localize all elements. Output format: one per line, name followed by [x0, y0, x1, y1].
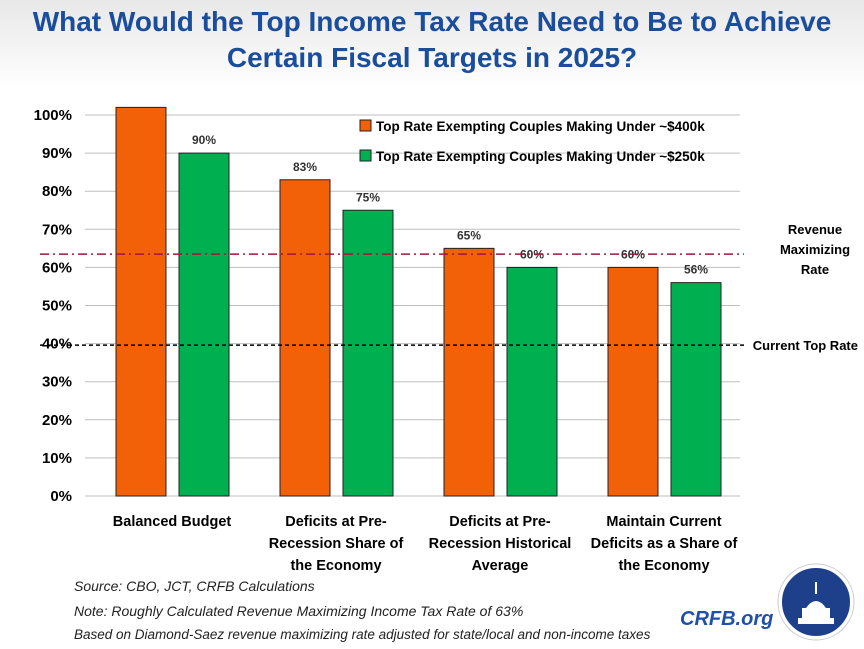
- y-tick-label: 70%: [42, 221, 72, 238]
- chart-title: What Would the Top Income Tax Rate Need …: [32, 6, 832, 73]
- rate-note: Note: Roughly Calculated Revenue Maximiz…: [74, 603, 524, 619]
- method-note: Based on Diamond-Saez revenue maximizing…: [74, 627, 651, 642]
- data-label: 56%: [684, 263, 708, 277]
- y-tick-label: 10%: [42, 450, 72, 467]
- bar: [115, 106, 167, 497]
- y-tick-label: 50%: [42, 298, 72, 315]
- legend-swatch: [359, 119, 372, 132]
- y-tick-label: 100%: [34, 107, 72, 124]
- bar: [279, 179, 331, 497]
- x-tick-label: Deficits at Pre-: [285, 514, 387, 530]
- x-tick-label: Recession Share of: [269, 536, 404, 552]
- reference-line-label: Revenue: [788, 222, 842, 237]
- y-tick-label: 80%: [42, 183, 72, 200]
- data-label: 60%: [520, 247, 544, 261]
- x-tick-label: Average: [472, 558, 529, 574]
- source-note: Source: CBO, JCT, CRFB Calculations: [74, 578, 315, 594]
- bar: [443, 247, 495, 497]
- x-tick-label: Maintain Current: [606, 514, 721, 530]
- y-tick-label: 60%: [42, 259, 72, 276]
- y-tick-label: 90%: [42, 145, 72, 162]
- bar: [178, 152, 230, 497]
- y-tick-label: 20%: [42, 412, 72, 429]
- y-tick-label: 30%: [42, 374, 72, 391]
- header-background: [0, 0, 864, 90]
- y-tick-label: 40%: [42, 336, 72, 353]
- x-tick-label: the Economy: [290, 558, 381, 574]
- reference-line-label: Maximizing: [780, 242, 850, 257]
- reference-line-label: Rate: [801, 262, 829, 277]
- legend-swatch: [359, 149, 372, 162]
- data-label: 65%: [457, 228, 481, 242]
- bar: [607, 266, 659, 497]
- y-tick-label: 0%: [50, 488, 72, 505]
- bar: [342, 209, 394, 497]
- data-label: 90%: [192, 133, 216, 147]
- bar: [506, 266, 558, 497]
- reference-line-label: Current Top Rate: [753, 338, 858, 353]
- x-tick-label: Recession Historical: [429, 536, 572, 552]
- bar: [670, 282, 722, 497]
- legend-label: Top Rate Exempting Couples Making Under …: [376, 119, 705, 134]
- x-tick-label: Deficits at Pre-: [449, 514, 551, 530]
- data-label: 75%: [356, 190, 380, 204]
- x-tick-label: Balanced Budget: [113, 514, 232, 530]
- legend-label: Top Rate Exempting Couples Making Under …: [376, 149, 705, 164]
- crfb-link[interactable]: CRFB.org: [680, 608, 774, 630]
- crfb-capitol-logo: [777, 563, 855, 641]
- x-tick-label: Deficits as a Share of: [591, 536, 738, 552]
- data-label: 83%: [293, 160, 317, 174]
- x-tick-label: the Economy: [618, 558, 709, 574]
